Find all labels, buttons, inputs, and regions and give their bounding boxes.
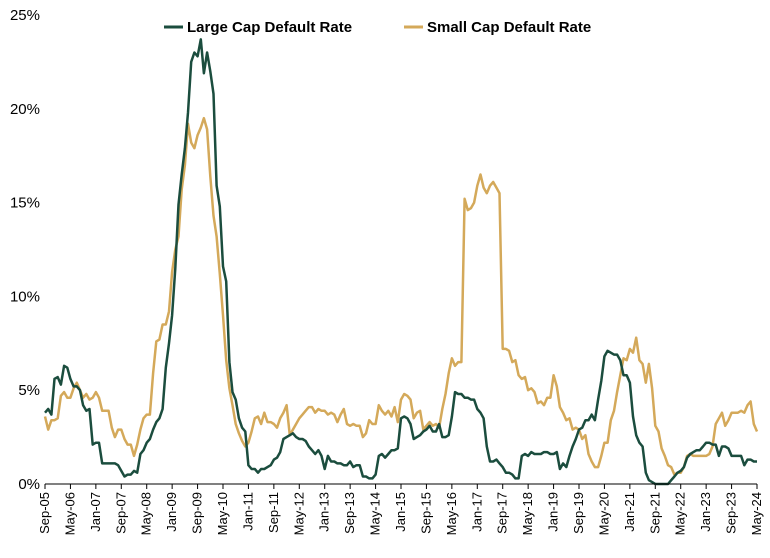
x-tick-label: May-20 [596,492,611,535]
x-tick-label: Jan-23 [698,492,713,532]
x-tick-label: Sep-13 [342,492,357,534]
x-tick-label: Jan-09 [164,492,179,532]
series-line-large-cap [44,38,757,486]
legend-label-small-cap: Small Cap Default Rate [427,19,591,36]
x-tick-label: May-22 [673,492,688,535]
y-tick-label: 20% [10,101,40,118]
x-tick-label: Jan-15 [393,492,408,532]
legend-label-large-cap: Large Cap Default Rate [187,19,352,36]
x-tick-label: Sep-19 [571,492,586,534]
x-tick-label: Sep-07 [113,492,128,534]
x-tick-label: May-06 [62,492,77,535]
series-line-small-cap [43,116,759,476]
chart-legend: Large Cap Default Rate Small Cap Default… [164,19,591,36]
x-tick-label: May-12 [291,492,306,535]
y-tick-label: 25% [10,7,40,24]
x-tick-label: Jan-07 [88,492,103,532]
x-tick-label: May-24 [749,492,764,535]
y-axis-ticks: 0% 5% 10% 15% 20% 25% [10,7,40,493]
x-tick-label: Sep-05 [37,492,52,534]
x-tick-label: May-10 [215,492,230,535]
x-tick-label: Sep-09 [190,492,205,534]
y-tick-label: 15% [10,195,40,212]
x-tick-label: May-16 [444,492,459,535]
x-tick-label: Sep-15 [418,492,433,534]
series-lines [43,38,759,486]
y-tick-label: 10% [10,288,40,305]
x-axis-ticks: Sep-05 May-06 Jan-07 Sep-07 May-08 Jan-09 Sep-… [37,484,764,535]
x-tick-label: Sep-21 [647,492,662,534]
y-tick-label: 5% [18,382,40,399]
x-tick-label: Sep-17 [495,492,510,534]
x-tick-label: Jan-17 [469,492,484,532]
x-tick-label: May-14 [368,492,383,535]
y-tick-label: 0% [18,476,40,493]
x-tick-label: Sep-11 [266,492,281,533]
x-tick-label: May-18 [520,492,535,535]
x-tick-label: May-08 [139,492,154,535]
x-tick-label: Jan-11 [240,492,255,531]
x-tick-label: Jan-21 [622,492,637,532]
x-tick-label: Sep-23 [724,492,739,534]
x-tick-label: Jan-13 [317,492,332,532]
x-tick-label: Jan-19 [546,492,561,532]
